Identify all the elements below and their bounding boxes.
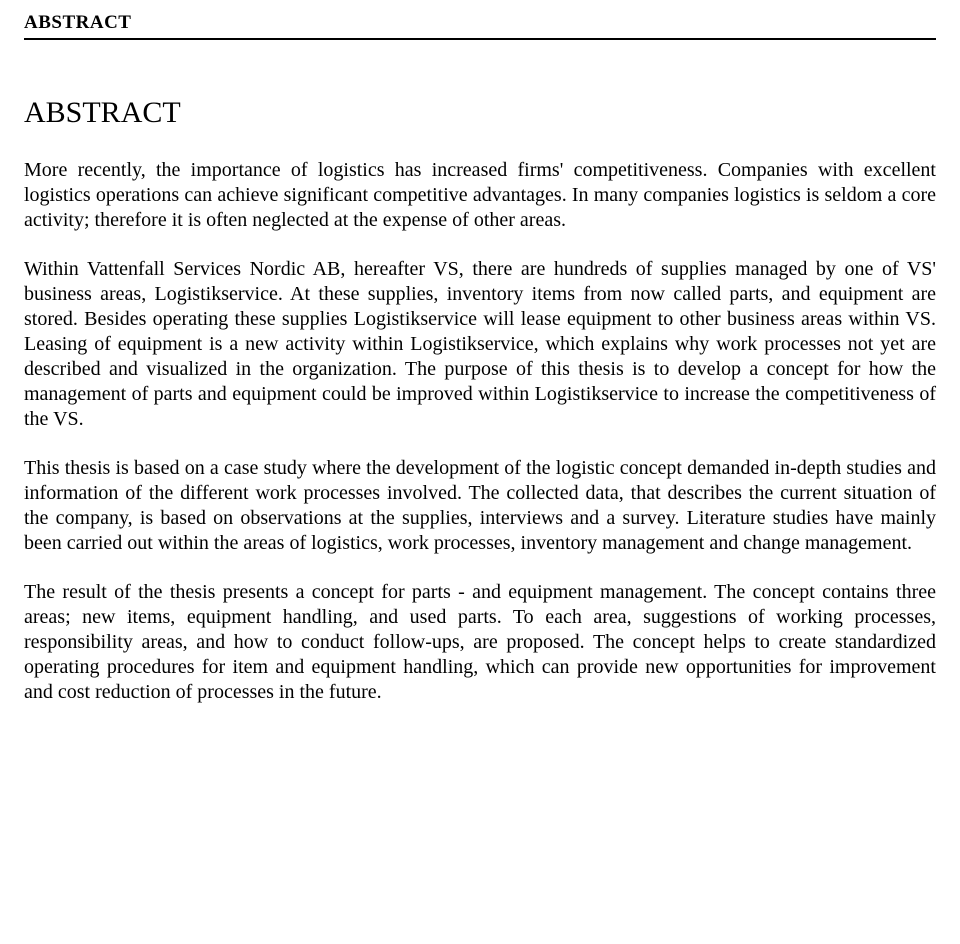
abstract-paragraph-3: This thesis is based on a case study whe…: [24, 456, 936, 556]
abstract-paragraph-4: The result of the thesis presents a conc…: [24, 580, 936, 705]
abstract-paragraph-2: Within Vattenfall Services Nordic AB, he…: [24, 257, 936, 432]
document-page: ABSTRACT ABSTRACT More recently, the imp…: [0, 0, 960, 753]
abstract-paragraph-1: More recently, the importance of logisti…: [24, 158, 936, 233]
running-header: ABSTRACT: [24, 12, 936, 40]
page-title: ABSTRACT: [24, 96, 936, 130]
